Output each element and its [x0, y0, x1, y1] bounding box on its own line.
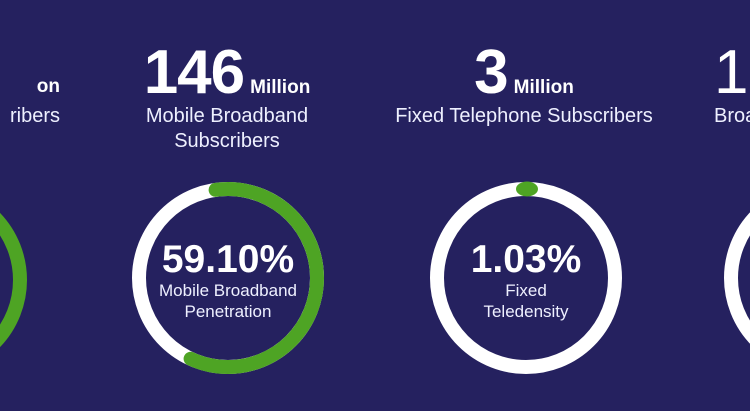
stat-unit: Million — [513, 77, 574, 98]
stat-fixed-telephone-subscribers: 3 Million Fixed Telephone Subscribers — [384, 42, 664, 129]
ring-label-line1: Fixed — [505, 281, 547, 300]
stat-label: Broa — [714, 105, 750, 127]
stat-value: 3 — [474, 38, 508, 107]
stat-label: ribers — [9, 105, 60, 127]
stat-unit: Million — [250, 77, 311, 98]
ring-mobile-broadband-penetration: 59.10% Mobile Broadband Penetration — [130, 180, 326, 376]
progress-ring-icon — [132, 182, 324, 374]
stat-label-line2: Subscribers — [174, 130, 280, 152]
ring-partial-left — [0, 212, 27, 348]
stat-partial-right: 1 Broa — [714, 42, 750, 129]
ring-label-line2: Teledensity — [483, 302, 569, 321]
stat-mobile-broadband-subscribers: 146 Million Mobile Broadband Subscribers — [127, 42, 327, 154]
ring-label-line1: Mobile Broadband — [159, 281, 297, 300]
ring-percent: 1.03% — [470, 238, 582, 281]
stat-unit: on — [36, 76, 60, 97]
stat-value: 1 — [714, 38, 748, 107]
stat-partial-left: on ribers — [0, 70, 60, 129]
stat-label-line1: Mobile Broadband — [145, 105, 309, 127]
ring-partial-right — [724, 212, 750, 344]
ring-percent: 59.10% — [161, 238, 295, 281]
progress-ring-icon — [430, 181, 622, 374]
stat-label-line1: Fixed Telephone Subscribers — [395, 105, 653, 127]
ring-fixed-teledensity: 1.03% Fixed Teledensity — [428, 180, 624, 376]
ring-label-line2: Penetration — [184, 302, 272, 321]
stat-value: 146 — [143, 38, 245, 107]
